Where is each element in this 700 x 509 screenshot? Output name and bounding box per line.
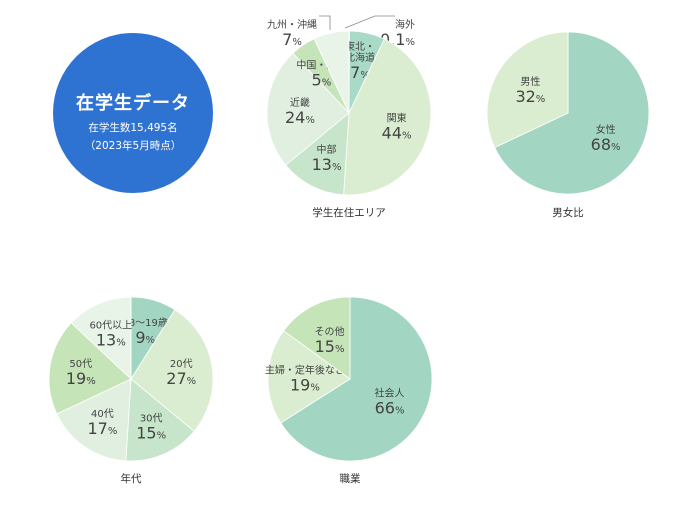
slice-label: その他: [315, 325, 345, 338]
student-count: 在学生数15,495名: [88, 122, 178, 134]
pie-slice: [266, 52, 350, 166]
pie-slice: [70, 296, 132, 380]
slice-label: 40代: [91, 408, 114, 420]
chart-title: 男女比: [552, 206, 584, 219]
slice-label: 海外: [395, 18, 415, 31]
pie-slice: [285, 112, 350, 196]
slice-label: 関東: [387, 111, 407, 124]
slice-label: 男性: [520, 75, 540, 88]
pie-slice: [486, 31, 569, 149]
slice-label: 九州・沖縄: [267, 18, 317, 31]
slice-label: 18〜19歳: [122, 317, 167, 329]
chart-title: 職業: [340, 472, 361, 485]
pie-slice: [343, 38, 432, 196]
leader-line: [319, 15, 331, 30]
leader-line: [344, 15, 395, 29]
pie-slice: [494, 31, 650, 195]
slice-label: 20代: [170, 358, 193, 370]
slice-label: 中部: [317, 143, 337, 156]
pie-slice: [267, 330, 351, 424]
pie-slice: [313, 30, 350, 114]
slice-label: 50代: [69, 358, 92, 370]
summary-circle: 在学生データ 在学生数15,495名 （2023年5月時点）: [53, 33, 213, 193]
chart-title: 学生在住エリア: [312, 206, 386, 219]
slice-label: 主婦・定年後など: [265, 364, 345, 377]
as-of-date: （2023年5月時点）: [84, 140, 182, 152]
slice-label: 女性: [596, 123, 616, 136]
pie-chart-0: 海外0.1%東北・北海道7%関東44%中部13%近畿24%中国・四国5%九州・沖…: [266, 15, 432, 219]
pie-slice: [130, 309, 214, 432]
slice-label: 近畿: [290, 96, 310, 109]
slice-value: 7%: [282, 30, 302, 49]
pie-chart-2: 18〜19歳9%20代27%30代15%40代17%50代19%60代以上13%…: [48, 296, 214, 485]
slice-label: 60代以上: [89, 319, 132, 331]
pie-slice: [56, 378, 132, 462]
slice-label: 30代: [140, 413, 163, 425]
slice-label: 東北・: [345, 40, 375, 53]
pie-slice: [280, 296, 433, 462]
pie-slice: [283, 296, 351, 380]
slice-label: 社会人: [375, 387, 405, 400]
slice-label: 北海道: [345, 51, 375, 64]
pie-slice: [125, 378, 195, 462]
pie-slice: [48, 322, 132, 415]
summary-title: 在学生データ: [76, 93, 190, 114]
chart-title: 年代: [121, 472, 142, 485]
